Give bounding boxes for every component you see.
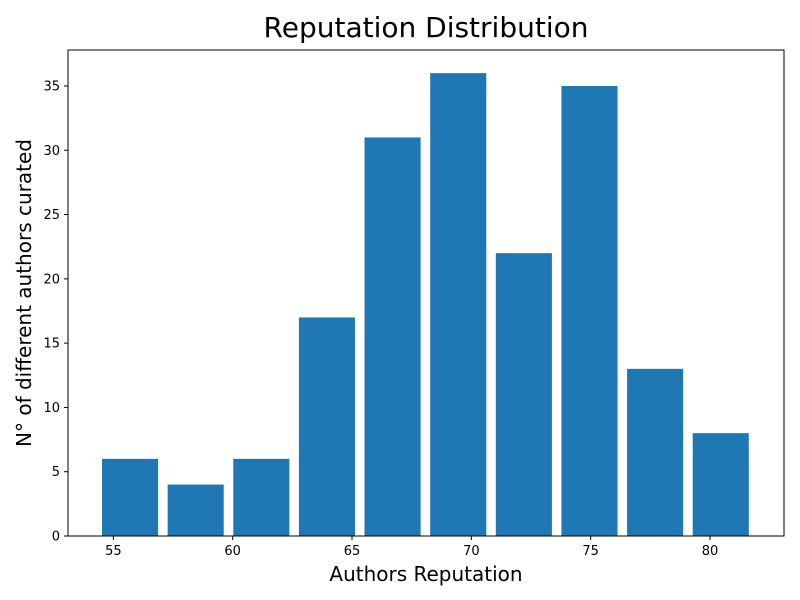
bar [298, 317, 355, 536]
y-tick-label: 15 [43, 337, 60, 352]
bar [364, 137, 421, 536]
y-tick-label: 30 [43, 144, 60, 159]
y-tick-label: 20 [43, 272, 60, 287]
y-tick-label: 10 [43, 401, 60, 416]
y-tick-label: 35 [43, 80, 60, 95]
bar [167, 484, 224, 536]
bars-group [102, 73, 749, 536]
y-axis-title: N° of different authors curated [12, 139, 36, 447]
chart-title: Reputation Distribution [264, 11, 589, 44]
x-tick-label: 55 [105, 544, 122, 559]
bar [692, 433, 749, 536]
x-tick-label: 70 [463, 544, 480, 559]
bar [627, 368, 684, 536]
y-tick-label: 5 [52, 465, 60, 480]
y-axis: 0 5 10 15 20 25 30 35 [43, 80, 68, 545]
x-axis-title: Authors Reputation [329, 562, 522, 586]
x-tick-label: 80 [702, 544, 719, 559]
bar [495, 253, 552, 536]
x-axis: 55 60 65 70 75 80 [105, 536, 718, 559]
bar [561, 86, 618, 536]
y-tick-label: 25 [43, 208, 60, 223]
bar [102, 458, 159, 536]
x-tick-label: 75 [582, 544, 599, 559]
bar [233, 458, 290, 536]
bar [430, 73, 487, 536]
plot-frame [67, 49, 785, 537]
x-tick-label: 60 [224, 544, 241, 559]
y-tick-label: 0 [52, 530, 60, 545]
x-tick-label: 65 [344, 544, 361, 559]
